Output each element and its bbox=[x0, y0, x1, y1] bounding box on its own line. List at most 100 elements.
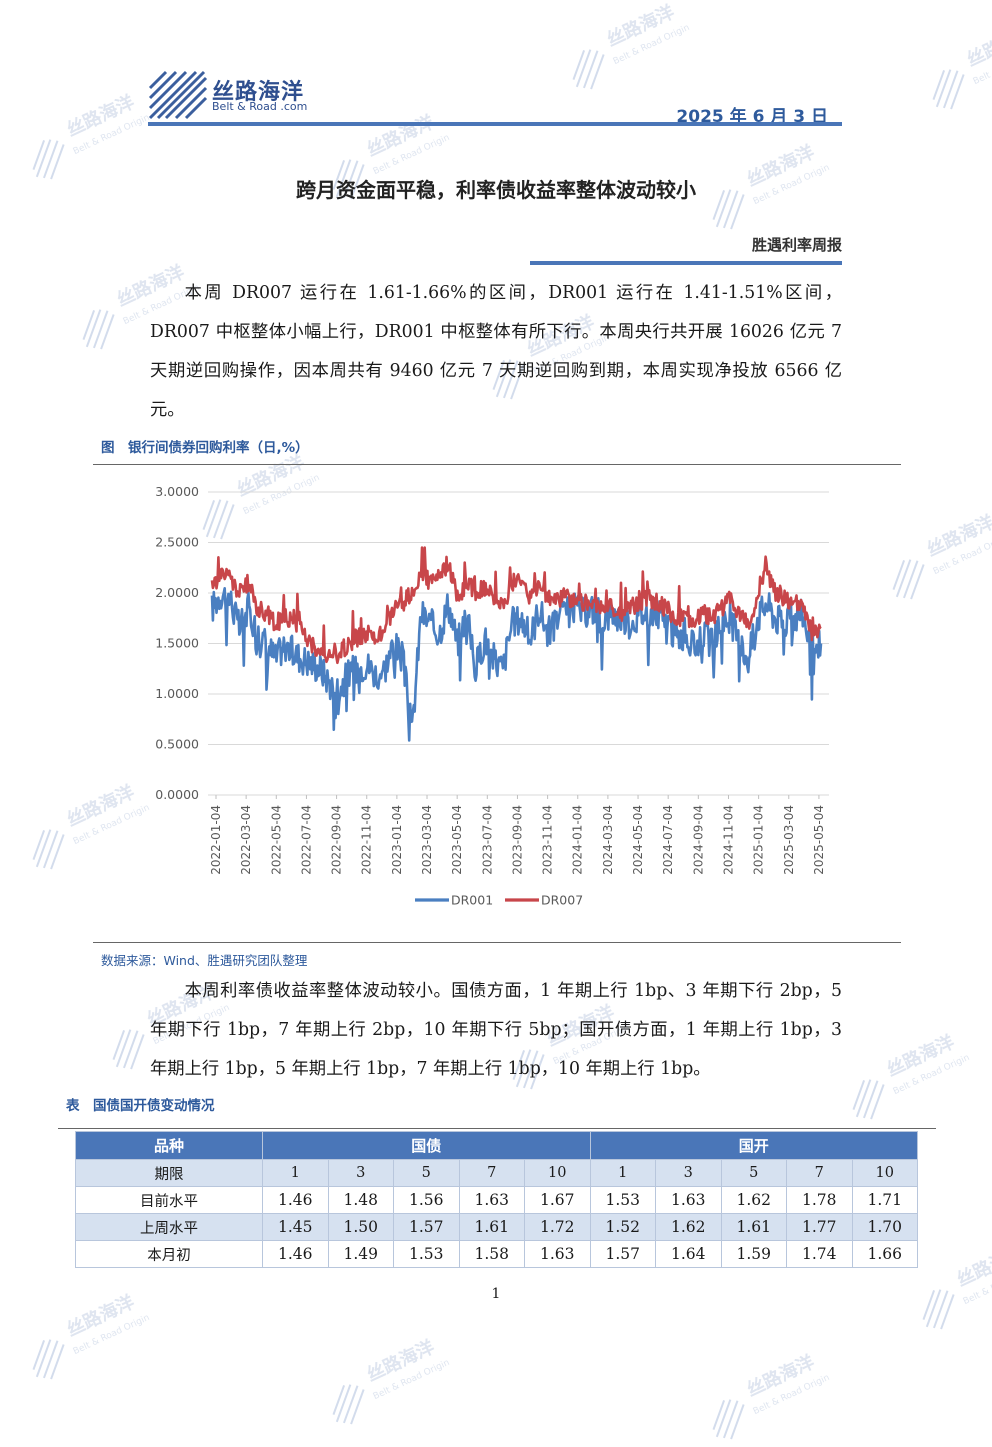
yield-cell: 1.46 bbox=[262, 1240, 329, 1268]
watermark-subtext: Belt & Road Origin bbox=[371, 1357, 452, 1403]
figure-bottom-rule bbox=[93, 942, 901, 943]
term-cell: 5 bbox=[720, 1159, 787, 1187]
watermark-subtext: Belt & Road Origin bbox=[71, 112, 152, 158]
page-title: 跨月资金面平稳，利率债收益率整体波动较小 bbox=[296, 178, 696, 202]
yield-cell: 1.57 bbox=[393, 1213, 460, 1241]
x-tick-label: 2023-05-04 bbox=[450, 805, 464, 875]
x-tick-label: 2023-01-04 bbox=[390, 805, 404, 875]
yield-cell: 1.50 bbox=[327, 1213, 394, 1241]
term-cell: 7 bbox=[786, 1159, 853, 1187]
x-tick-label: 2022-05-04 bbox=[269, 805, 283, 875]
yield-cell: 1.56 bbox=[393, 1186, 460, 1214]
x-tick-label: 2022-03-04 bbox=[239, 805, 253, 875]
watermark-text: 丝路海洋 bbox=[963, 21, 992, 72]
watermark-subtext: Belt & Road Origin bbox=[971, 43, 992, 88]
paragraph-money-market: 本周 DR007 运行在 1.61-1.66%的区间，DR001 运行在 1.4… bbox=[150, 283, 842, 420]
watermark-text: 丝路海洋 bbox=[953, 1241, 992, 1292]
term-cell: 3 bbox=[327, 1159, 394, 1187]
x-tick-label: 2024-03-04 bbox=[601, 805, 615, 875]
figure-caption: 图 银行间债券回购利率（日,%） bbox=[101, 440, 309, 456]
x-tick-label: 2024-05-04 bbox=[631, 805, 645, 875]
bond-yield-table: 品种 国债 国开 期限 1 3 5 7 10 1 3 5 7 10 目前水平 1.46 1.48 1.5… bbox=[75, 1131, 918, 1268]
yield-cell: 1.62 bbox=[720, 1186, 787, 1214]
y-tick-label: 3.0000 bbox=[155, 484, 199, 499]
legend-label: DR007 bbox=[541, 893, 583, 908]
row-label: 上周水平 bbox=[75, 1213, 263, 1241]
yield-cell: 1.77 bbox=[786, 1213, 853, 1241]
page-number: 1 bbox=[491, 1286, 501, 1302]
yield-cell: 1.58 bbox=[458, 1240, 525, 1268]
table-row: 目前水平 1.46 1.48 1.56 1.63 1.67 1.53 1.63 1.62 1.78… bbox=[75, 1186, 918, 1214]
y-tick-label: 2.0000 bbox=[155, 585, 199, 600]
yield-cell: 1.45 bbox=[262, 1213, 329, 1241]
watermark-subtext: Belt & Road Origin bbox=[71, 1312, 152, 1358]
x-tick-label: 2023-11-04 bbox=[541, 805, 555, 875]
term-cell: 1 bbox=[589, 1159, 656, 1187]
watermark-text: 丝路海洋 bbox=[603, 1, 678, 52]
header-gov-bond: 国债 bbox=[262, 1131, 591, 1160]
x-tick-label: 2023-07-04 bbox=[480, 805, 494, 875]
y-tick-label: 2.5000 bbox=[155, 535, 199, 550]
watermark-subtext: Belt & Road Origin bbox=[931, 532, 992, 578]
table-caption: 表 国债国开债变动情况 bbox=[66, 1098, 215, 1114]
header-divider bbox=[148, 122, 842, 126]
yield-cell: 1.61 bbox=[458, 1213, 525, 1241]
watermark-text: 丝路海洋 bbox=[63, 91, 138, 142]
yield-cell: 1.66 bbox=[851, 1240, 918, 1268]
y-tick-label: 0.5000 bbox=[155, 737, 199, 752]
yield-cell: 1.70 bbox=[851, 1213, 918, 1241]
y-tick-label: 1.5000 bbox=[155, 636, 199, 651]
watermark-subtext: Belt & Road Origin bbox=[891, 1052, 972, 1098]
x-tick-label: 2023-09-04 bbox=[510, 805, 524, 875]
watermark-text: 丝路海洋 bbox=[363, 1336, 438, 1387]
data-source-note: 数据来源：Wind、胜遇研究团队整理 bbox=[101, 953, 308, 968]
yield-cell: 1.64 bbox=[655, 1240, 722, 1268]
x-tick-label: 2025-01-04 bbox=[752, 805, 766, 875]
yield-cell: 1.62 bbox=[655, 1213, 722, 1241]
term-cell: 10 bbox=[524, 1159, 591, 1187]
report-name-underline bbox=[530, 261, 842, 265]
brand-name: 丝路海洋 bbox=[212, 80, 305, 105]
table-row: 本月初 1.46 1.49 1.53 1.58 1.63 1.57 1.64 1.59 1.74 1… bbox=[75, 1240, 918, 1268]
term-cell: 1 bbox=[262, 1159, 329, 1187]
figure-top-rule bbox=[93, 464, 901, 465]
x-tick-label: 2024-07-04 bbox=[661, 805, 675, 875]
watermark-subtext: Belt & Road Origin bbox=[611, 22, 692, 68]
x-tick-label: 2022-09-04 bbox=[330, 805, 344, 875]
yield-cell: 1.72 bbox=[524, 1213, 591, 1241]
yield-cell: 1.48 bbox=[327, 1186, 394, 1214]
brand-subtitle: Belt & Road .com bbox=[212, 100, 308, 113]
yield-cell: 1.59 bbox=[720, 1240, 787, 1268]
header-cdb-bond: 国开 bbox=[589, 1131, 918, 1160]
yield-cell: 1.74 bbox=[786, 1240, 853, 1268]
x-tick-label: 2024-01-04 bbox=[571, 805, 585, 875]
x-tick-label: 2023-03-04 bbox=[420, 805, 434, 875]
term-cell: 3 bbox=[655, 1159, 722, 1187]
watermark-subtext: Belt & Road Origin bbox=[751, 1372, 832, 1418]
yield-cell: 1.71 bbox=[851, 1186, 918, 1214]
x-tick-label: 2025-05-04 bbox=[812, 805, 826, 875]
row-label: 目前水平 bbox=[75, 1186, 263, 1214]
table-term-row: 期限 1 3 5 7 10 1 3 5 7 10 bbox=[75, 1159, 918, 1187]
header-variety: 品种 bbox=[75, 1131, 263, 1160]
yield-cell: 1.53 bbox=[589, 1186, 656, 1214]
x-tick-label: 2024-09-04 bbox=[691, 805, 705, 875]
yield-cell: 1.61 bbox=[720, 1213, 787, 1241]
yield-cell: 1.78 bbox=[786, 1186, 853, 1214]
row-label: 本月初 bbox=[75, 1240, 263, 1268]
yield-cell: 1.52 bbox=[589, 1213, 656, 1241]
brand-logo-icon bbox=[148, 70, 208, 120]
x-tick-label: 2024-11-04 bbox=[721, 805, 735, 875]
yield-cell: 1.63 bbox=[524, 1240, 591, 1268]
x-tick-label: 2022-01-04 bbox=[209, 805, 223, 875]
repo-rate-chart: 3.0000 2.5000 2.0000 1.5000 1.0000 0.5000 0.00… bbox=[155, 484, 829, 908]
x-tick-label: 2025-03-04 bbox=[782, 805, 796, 875]
